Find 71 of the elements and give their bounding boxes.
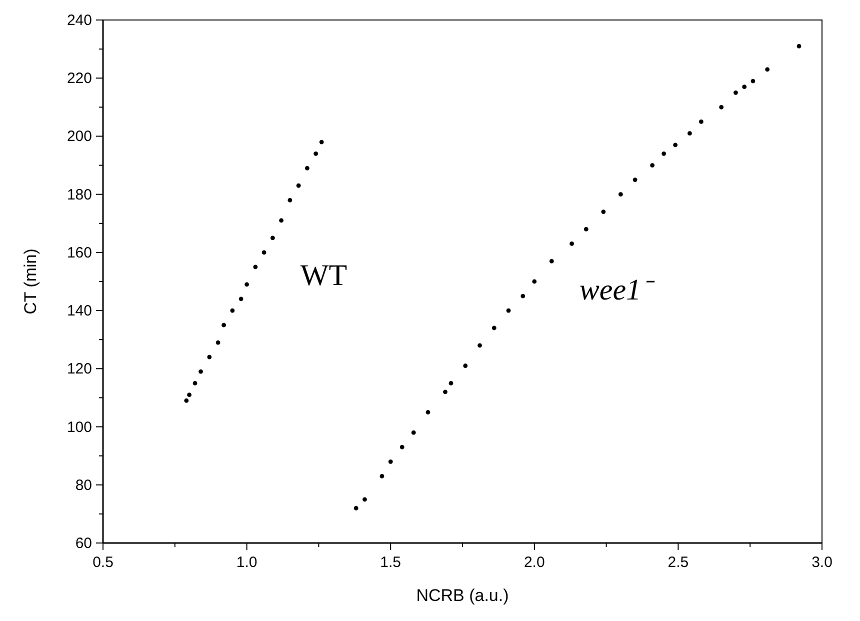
point bbox=[632, 178, 638, 182]
point bbox=[222, 322, 226, 328]
point bbox=[238, 296, 244, 302]
point bbox=[520, 294, 526, 298]
point bbox=[506, 308, 511, 313]
series-label: WT bbox=[300, 258, 348, 292]
x-tick-label: 1.0 bbox=[236, 554, 258, 571]
y-tick-label: 220 bbox=[66, 70, 92, 88]
point bbox=[270, 236, 275, 240]
y-tick-label: 80 bbox=[75, 476, 92, 494]
point bbox=[230, 308, 235, 313]
point bbox=[650, 163, 655, 168]
y-tick-label: 120 bbox=[66, 360, 92, 378]
point bbox=[296, 183, 301, 188]
point bbox=[719, 104, 724, 110]
point bbox=[699, 119, 704, 124]
point bbox=[411, 430, 416, 435]
point bbox=[304, 166, 310, 170]
point bbox=[570, 242, 574, 246]
point bbox=[750, 78, 756, 84]
point bbox=[796, 44, 802, 48]
point bbox=[662, 151, 666, 156]
x-tick-label: 0.5 bbox=[92, 554, 114, 571]
point bbox=[380, 474, 384, 478]
point bbox=[688, 131, 692, 136]
x-tick-label: 1.5 bbox=[380, 554, 402, 571]
point bbox=[288, 198, 292, 202]
point bbox=[262, 250, 266, 255]
point bbox=[742, 84, 747, 90]
point bbox=[319, 140, 324, 144]
point bbox=[601, 210, 606, 214]
point bbox=[478, 343, 482, 348]
point bbox=[673, 142, 678, 148]
point bbox=[765, 67, 770, 72]
point bbox=[207, 354, 212, 360]
x-tick-label: 3.0 bbox=[812, 554, 832, 571]
y-tick-label: 140 bbox=[66, 302, 92, 320]
point bbox=[362, 497, 367, 502]
point bbox=[426, 410, 430, 414]
point bbox=[448, 380, 454, 386]
y-tick-label: 200 bbox=[66, 128, 92, 146]
x-tick-label: 2.5 bbox=[668, 554, 689, 571]
point bbox=[584, 227, 588, 232]
point bbox=[492, 326, 496, 330]
point bbox=[253, 264, 258, 270]
point bbox=[279, 218, 284, 223]
y-axis-title: CT (min) bbox=[21, 248, 40, 314]
point bbox=[314, 151, 318, 156]
point bbox=[532, 279, 537, 284]
point bbox=[734, 90, 738, 95]
point bbox=[354, 506, 358, 510]
point bbox=[443, 390, 448, 394]
point bbox=[216, 340, 220, 345]
point bbox=[618, 192, 623, 197]
point bbox=[244, 282, 249, 287]
point bbox=[187, 392, 192, 398]
point bbox=[400, 444, 404, 450]
y-tick-label: 100 bbox=[66, 418, 92, 436]
point bbox=[463, 364, 468, 368]
x-tick-label: 2.0 bbox=[524, 554, 545, 571]
series-label: wee1⁻ bbox=[579, 274, 656, 306]
x-axis-title: NCRB (a.u.) bbox=[416, 586, 509, 605]
point bbox=[549, 258, 554, 264]
y-tick-label: 240 bbox=[66, 12, 92, 29]
y-tick-label: 60 bbox=[75, 535, 92, 552]
point bbox=[184, 398, 189, 403]
y-tick-label: 160 bbox=[66, 244, 92, 262]
point bbox=[388, 459, 393, 464]
point bbox=[192, 380, 198, 386]
y-tick-label: 180 bbox=[66, 186, 92, 204]
point bbox=[198, 369, 203, 374]
